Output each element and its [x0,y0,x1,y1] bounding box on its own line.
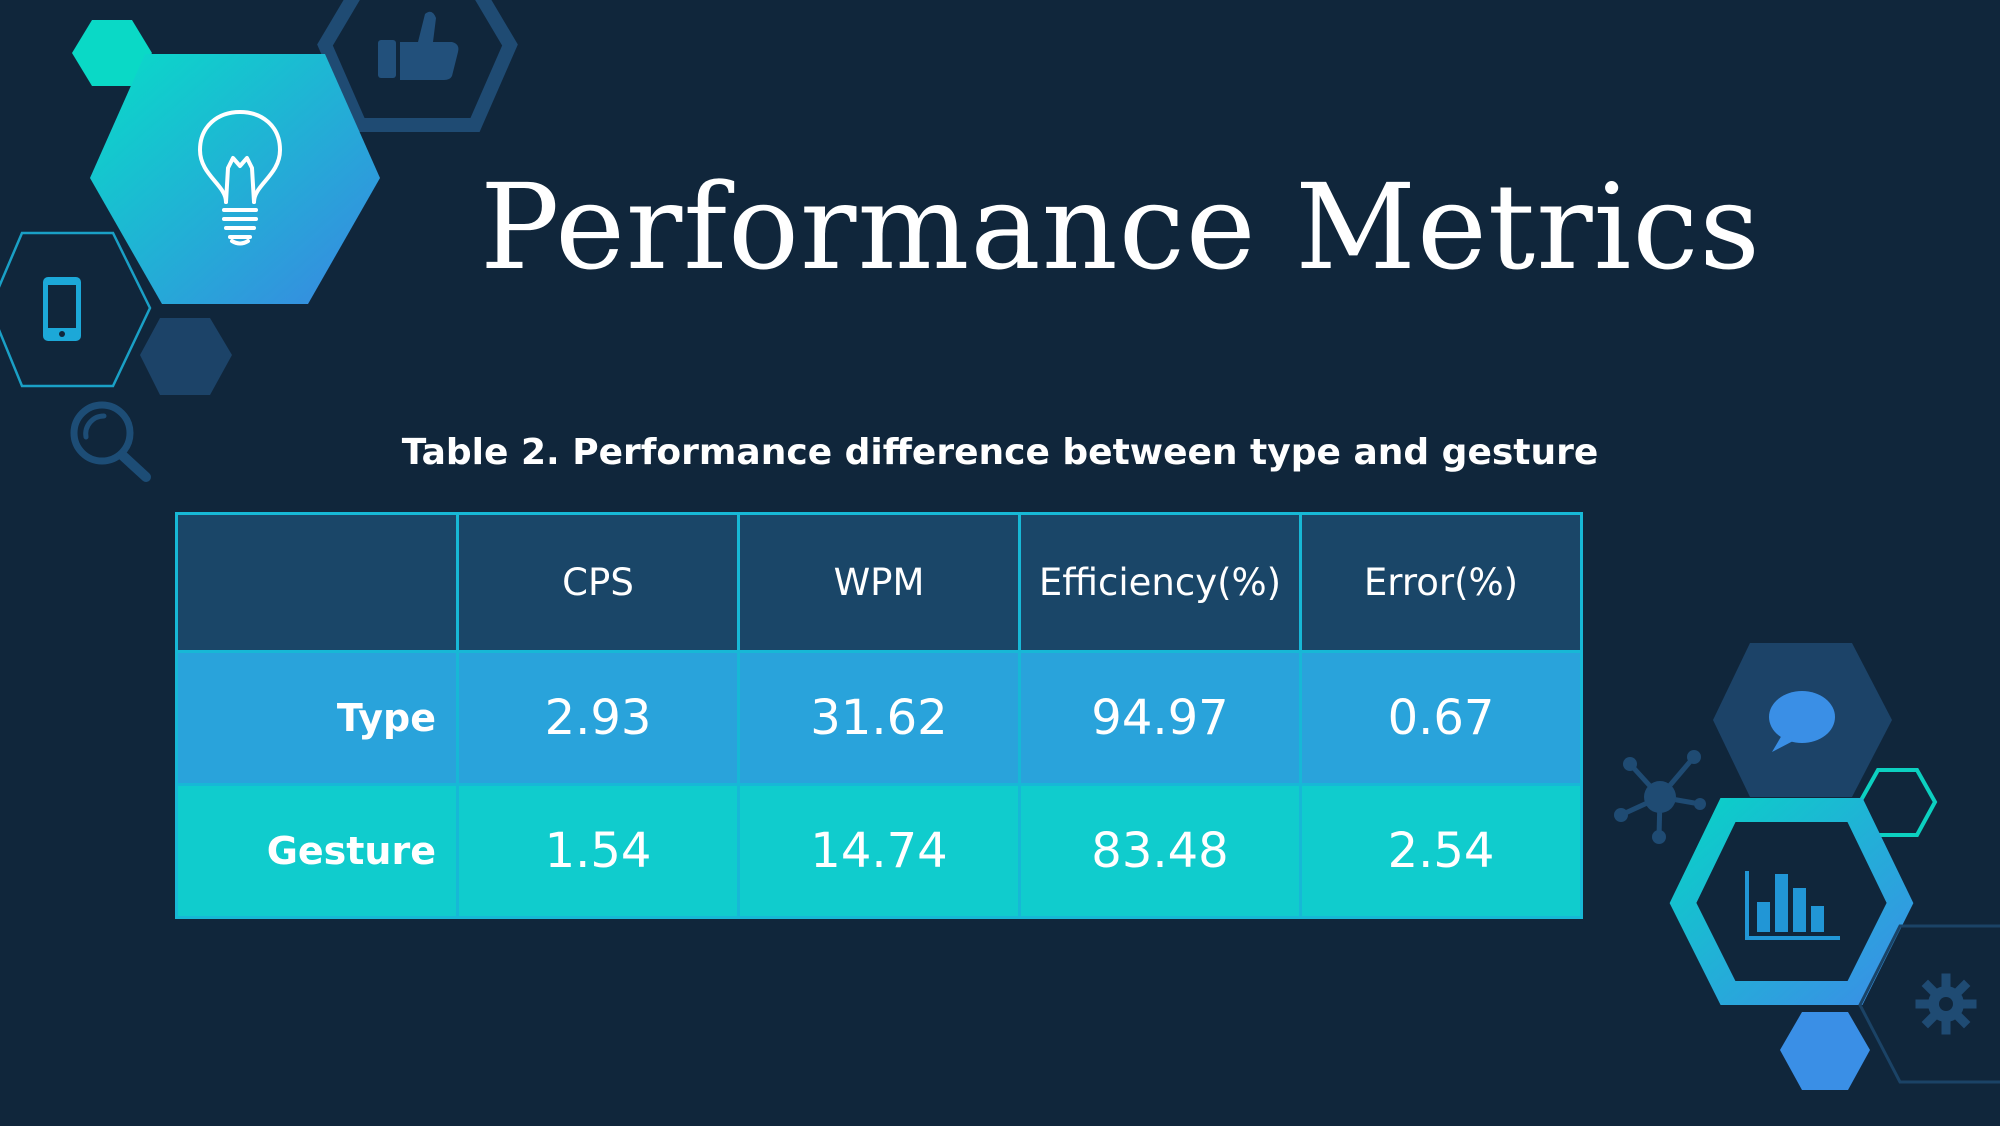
hexagon-lightbulb [90,54,380,304]
table-caption: Table 2. Performance difference between … [401,432,1599,473]
hexagon-chart-outline [1669,798,1914,1005]
hexagon-small-teal [72,20,152,86]
cell-type-wpm: 31.62 [737,650,1021,786]
table-row-gesture: Gesture 1.54 14.74 83.48 2.54 [175,783,1583,919]
chat-bubble-icon [1769,691,1835,752]
header-cell-empty [175,512,459,653]
cell-type-error: 0.67 [1299,650,1583,786]
header-cell-efficiency: Efficiency(%) [1018,512,1302,653]
performance-table: CPS WPM Efficiency(%) Error(%) Type 2.93… [175,512,1583,919]
table-header-row: CPS WPM Efficiency(%) Error(%) [175,512,1583,653]
bar-chart-icon [1745,871,1840,940]
table-row-type: Type 2.93 31.62 94.97 0.67 [175,650,1583,786]
row-label-gesture: Gesture [175,783,459,919]
hexagon-blue-bottom [1780,1012,1870,1090]
gear-icon [1915,973,1977,1035]
magnifier-icon [70,401,151,482]
network-node-icon [1614,750,1706,844]
header-cell-error: Error(%) [1299,512,1583,653]
page-title: Performance Metrics [480,158,1761,296]
cell-gesture-wpm: 14.74 [737,783,1021,919]
thumbs-up-icon [378,11,459,80]
hexagon-dark [140,318,232,395]
lightbulb-icon [198,110,282,246]
header-cell-wpm: WPM [737,512,1021,653]
cell-type-efficiency: 94.97 [1018,650,1302,786]
smartphone-icon [43,277,81,341]
row-label-type: Type [175,650,459,786]
cell-gesture-efficiency: 83.48 [1018,783,1302,919]
hexagon-phone-outline [0,231,152,388]
cell-gesture-error: 2.54 [1299,783,1583,919]
hexagon-thumbs-outline [317,0,518,132]
header-cell-cps: CPS [456,512,740,653]
hexagon-outline-right [1858,924,2000,1084]
cell-type-cps: 2.93 [456,650,740,786]
cell-gesture-cps: 1.54 [456,783,740,919]
